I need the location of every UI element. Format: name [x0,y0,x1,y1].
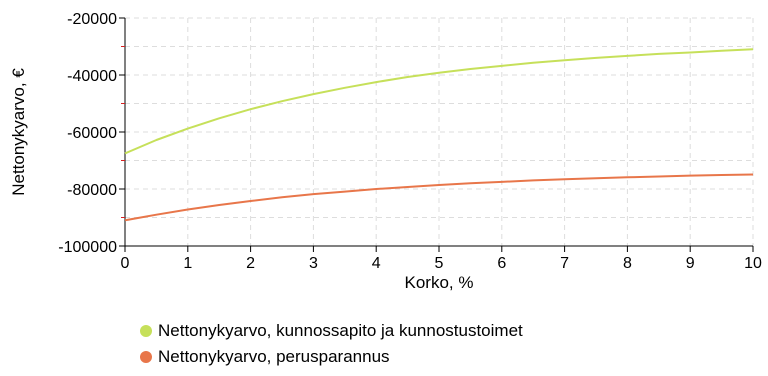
series-lines [124,48,754,222]
series-line-0 [124,48,754,155]
x-tick-label-1: 1 [183,255,192,272]
legend-item-perusparannus[interactable]: Nettonykyarvo, perusparannus [140,344,523,370]
x-tick-label-10: 10 [744,255,762,272]
x-tick-label-0: 0 [121,255,130,272]
y-tick-label-3: -40000 [67,68,117,85]
x-tick-label-9: 9 [686,255,695,272]
series-line-1 [124,173,754,222]
legend-marker-perusparannus [140,351,152,363]
legend-marker-kunnossapito [140,325,152,337]
x-tick-label-2: 2 [246,255,255,272]
legend: Nettonykyarvo, kunnossapito ja kunnostus… [140,318,523,370]
y-tick-label-4: -20000 [67,11,117,28]
legend-label-kunnossapito: Nettonykyarvo, kunnossapito ja kunnostus… [158,321,523,340]
y-axis-title: Nettonykyarvo, € [9,68,28,196]
y-tick-label-0: -100000 [58,239,117,256]
grid-lines [125,17,754,246]
x-tick-label-5: 5 [435,255,444,272]
x-tick-label-4: 4 [372,255,381,272]
x-tick-label-6: 6 [497,255,506,272]
legend-label-perusparannus: Nettonykyarvo, perusparannus [158,347,390,366]
x-axis-ticks: 0 1 2 3 4 5 6 7 8 9 10 [121,246,762,272]
legend-item-kunnossapito[interactable]: Nettonykyarvo, kunnossapito ja kunnostus… [140,318,523,344]
y-tick-label-2: -60000 [67,125,117,142]
x-tick-label-8: 8 [623,255,632,272]
x-tick-label-7: 7 [560,255,569,272]
x-tick-label-3: 3 [309,255,318,272]
y-tick-label-1: -80000 [67,182,117,199]
y-axis-ticks: -100000 -80000 -60000 -40000 -20000 [58,11,125,256]
x-axis-title: Korko, % [405,273,474,292]
line-chart: -100000 -80000 -60000 -40000 -20000 0 1 2 3 4 5 6 7… [9,11,762,292]
